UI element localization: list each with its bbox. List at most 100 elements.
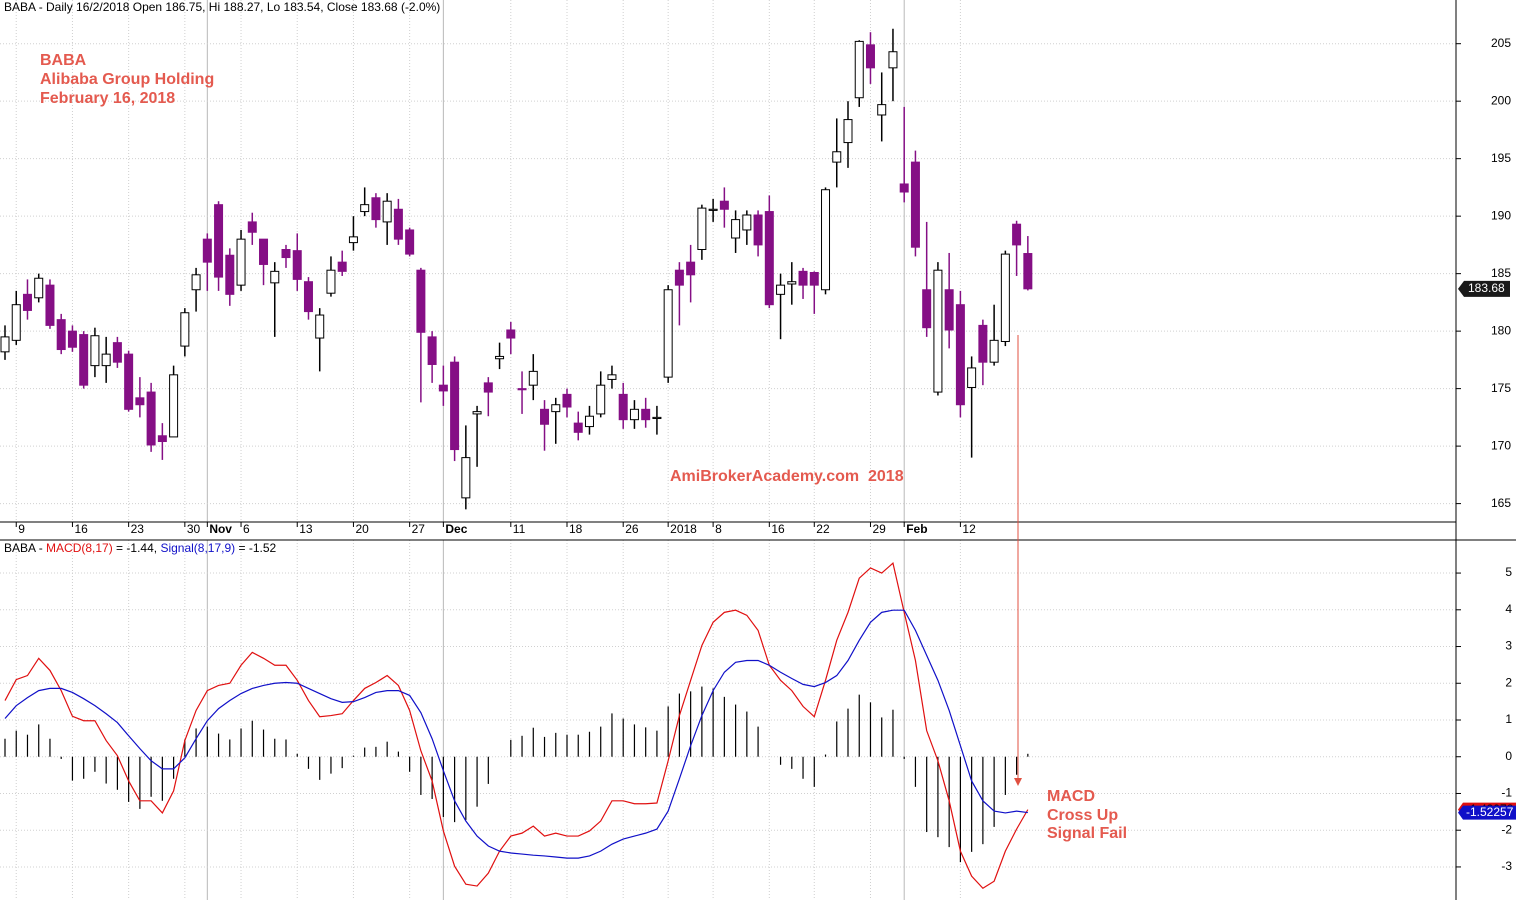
series-line: [4, 609, 1028, 859]
legend-text: =: [113, 541, 127, 555]
candle-body: [22, 293, 32, 311]
candle-body: [506, 329, 516, 339]
candle-body: [79, 334, 89, 386]
candle-body: [180, 312, 190, 347]
candle-body: [281, 249, 291, 259]
candle-body: [528, 370, 538, 386]
legend: BABA - MACD(8,17) = -1.44, Signal(8,17,9…: [4, 541, 277, 555]
candle-body: [967, 367, 977, 388]
candle-body: [326, 269, 336, 294]
candle-body: [461, 457, 471, 499]
candle-body: [1012, 223, 1022, 246]
x-tick-label: 13: [299, 522, 313, 536]
legend-value: -1.44: [126, 541, 154, 555]
candle-body: [697, 207, 707, 251]
annotation: Alibaba Group Holding: [40, 71, 214, 88]
y-tick-label: 195: [1491, 151, 1511, 165]
x-tick-label: Dec: [445, 522, 467, 536]
y-tick-label: 175: [1491, 381, 1511, 395]
candle-body: [562, 393, 572, 408]
candle-body: [315, 314, 325, 339]
annotation: BABA: [40, 52, 87, 69]
x-tick-label: 23: [131, 522, 145, 536]
candle-body: [11, 304, 21, 341]
candle-body: [303, 281, 313, 313]
candle-body: [438, 384, 448, 392]
candle-body: [405, 229, 415, 255]
candle-body: [135, 397, 145, 406]
legend-text: ,: [154, 541, 161, 555]
candle-body: [629, 408, 639, 421]
candle-body: [663, 289, 673, 378]
candle-body: [371, 197, 381, 221]
candle-body: [427, 336, 437, 365]
candle-body: [933, 269, 943, 393]
candle-body: [731, 219, 741, 239]
candle-body: [337, 261, 347, 272]
candle-body: [236, 238, 246, 286]
candle-body: [202, 238, 212, 263]
y-tick-label: 4: [1505, 602, 1512, 616]
candle-body: [56, 319, 66, 351]
x-tick-label: 30: [187, 522, 201, 536]
candle-body: [169, 374, 179, 438]
x-tick-label: 27: [412, 522, 426, 536]
candle-body: [607, 374, 617, 380]
last-value-box: [1458, 805, 1516, 820]
annotation: MACD: [1047, 788, 1095, 805]
candle-body: [67, 330, 77, 348]
candle-body: [191, 274, 201, 291]
candle-body: [854, 40, 864, 99]
candle-body: [843, 119, 853, 144]
candle-body: [1000, 253, 1010, 342]
candle-body: [382, 200, 392, 223]
candle-body: [90, 335, 100, 367]
y-tick-label: -2: [1501, 822, 1512, 836]
y-tick-label: 0: [1505, 749, 1512, 763]
candle-body: [764, 211, 774, 306]
candle-body: [112, 342, 122, 363]
y-tick-label: -1: [1501, 786, 1512, 800]
candle-body: [225, 254, 235, 295]
candle-body: [472, 411, 482, 415]
candle-body: [247, 221, 257, 233]
candle-body: [652, 416, 662, 420]
candle-body: [989, 339, 999, 363]
candle-body: [483, 382, 493, 393]
x-tick-label: 2018: [670, 522, 697, 536]
y-tick-label: 200: [1491, 93, 1511, 107]
candle-body: [1023, 253, 1033, 290]
candle-body: [573, 422, 583, 433]
candle-body: [348, 236, 358, 244]
x-tick-label: 12: [962, 522, 976, 536]
candle-body: [888, 51, 898, 69]
y-tick-label: 1: [1505, 712, 1512, 726]
candle-body: [157, 435, 167, 443]
candle-body: [292, 250, 302, 280]
x-tick-label: 29: [872, 522, 886, 536]
last-value-label: -1.52257: [1466, 805, 1514, 819]
candle-body: [776, 284, 786, 295]
x-tick-label: 8: [715, 522, 722, 536]
candle-body: [978, 324, 988, 363]
candle-body: [708, 208, 718, 211]
candle-body: [124, 353, 134, 410]
x-tick-label: 26: [625, 522, 639, 536]
y-tick-label: 185: [1491, 266, 1511, 280]
annotation: February 16, 2018: [40, 90, 175, 107]
y-tick-label: 180: [1491, 323, 1511, 337]
y-tick-label: 170: [1491, 438, 1511, 452]
candle-body: [517, 388, 527, 391]
x-tick-label: Nov: [209, 522, 232, 536]
candle-body: [259, 238, 269, 265]
candle-body: [596, 384, 606, 415]
x-tick-label: 16: [74, 522, 88, 536]
candle-body: [34, 277, 44, 299]
candle-body: [146, 391, 156, 446]
annotation: Cross Up: [1047, 807, 1118, 824]
candle-body: [753, 214, 763, 246]
x-tick-label: 16: [771, 522, 785, 536]
candle-body: [832, 151, 842, 163]
